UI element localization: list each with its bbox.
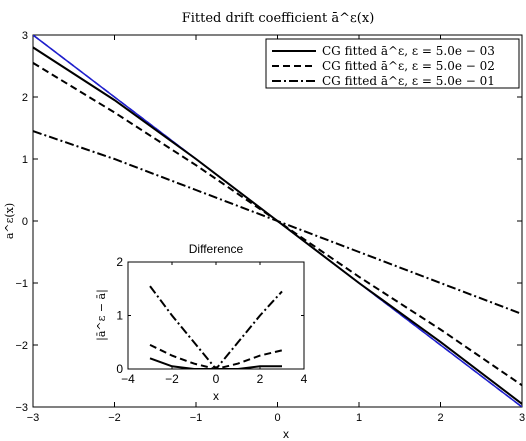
x-tick-label: 0 [274, 412, 280, 424]
inset-x-tick-label: 2 [257, 372, 264, 386]
inset-ticks: −4 −2 0 2 4 0 1 2 [116, 255, 307, 386]
y-tick-label: 1 [22, 154, 28, 166]
x-tick-label: −3 [27, 412, 40, 424]
x-tick-label: 1 [356, 412, 362, 424]
main-series-line-4 [33, 35, 522, 407]
legend-label-2: CG fitted ā^ε, ε = 5.0e − 01 [322, 74, 495, 88]
inset-y-tick-label: 2 [116, 255, 123, 269]
x-tick-label: −2 [108, 412, 121, 424]
inset-y-axis-label: |ā^ε − ā| [95, 289, 109, 341]
inset-series-line-1 [149, 344, 283, 369]
inset-x-tick-label: −4 [121, 372, 135, 386]
inset-series-line-0 [149, 357, 282, 369]
main-series-line-2 [33, 130, 522, 315]
main-title: Fitted drift coefficient ā^ε(x) [182, 11, 375, 26]
main-x-axis-label: x [283, 427, 289, 441]
legend-label-1: CG fitted ā^ε, ε = 5.0e − 02 [322, 59, 495, 73]
y-tick-label: 2 [22, 92, 28, 104]
legend-label-0: CG fitted ā^ε, ε = 5.0e − 03 [322, 44, 495, 58]
inset-background [128, 262, 304, 369]
y-tick-label: 3 [22, 30, 28, 42]
y-tick-label: −1 [15, 278, 28, 290]
x-tick-label: −1 [190, 412, 203, 424]
main-series [33, 35, 522, 407]
y-tick-label: −3 [15, 402, 28, 414]
inset-y-tick-label: 1 [116, 309, 123, 323]
inset-x-tick-label: 0 [213, 372, 220, 386]
inset-x-tick-label: −2 [165, 372, 179, 386]
y-tick-label: 0 [22, 216, 28, 228]
legend-box [265, 38, 520, 89]
inset-series [149, 285, 283, 369]
inset-x-axis-label: x [213, 389, 219, 403]
y-tick-label: −2 [15, 340, 28, 352]
x-tick-label: 2 [437, 412, 443, 424]
inset-series-line-2 [149, 285, 283, 369]
inset-y-tick-label: 0 [116, 362, 123, 376]
inset-chart: Difference −4 −2 0 2 4 0 1 2 x |ā^ε − ā| [95, 242, 308, 403]
inset-x-tick-label: 4 [301, 372, 308, 386]
main-y-axis-label: a^ε(x) [3, 203, 16, 239]
x-tick-label: 3 [519, 412, 525, 424]
inset-title: Difference [189, 242, 244, 256]
